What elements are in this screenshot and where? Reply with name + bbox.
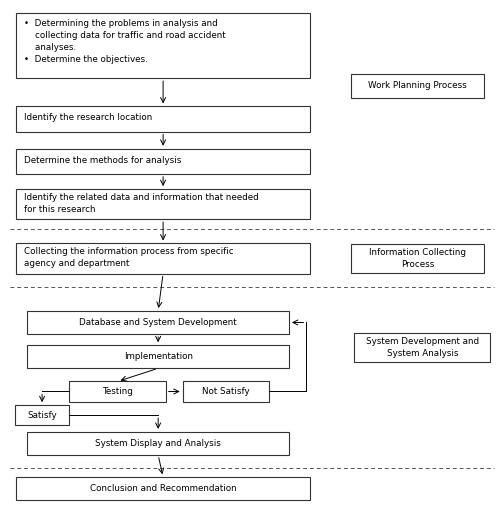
FancyBboxPatch shape [15,405,69,425]
Text: System Development and
System Analysis: System Development and System Analysis [366,337,479,358]
FancyBboxPatch shape [16,244,310,273]
Text: System Display and Analysis: System Display and Analysis [95,439,221,448]
Text: •  Determining the problems in analysis and
    collecting data for traffic and : • Determining the problems in analysis a… [24,19,225,64]
FancyBboxPatch shape [351,244,484,273]
FancyBboxPatch shape [27,311,289,334]
FancyBboxPatch shape [351,74,484,98]
FancyBboxPatch shape [70,381,166,401]
Text: Implementation: Implementation [123,352,193,361]
Text: Collecting the information process from specific
agency and department: Collecting the information process from … [24,247,233,268]
Text: Satisfy: Satisfy [27,411,57,419]
FancyBboxPatch shape [16,13,310,78]
FancyBboxPatch shape [354,333,490,362]
FancyBboxPatch shape [16,106,310,132]
FancyBboxPatch shape [182,381,269,401]
FancyBboxPatch shape [16,149,310,174]
Text: Identify the related data and information that needed
for this research: Identify the related data and informatio… [24,193,259,214]
FancyBboxPatch shape [27,432,289,455]
Text: Identify the research location: Identify the research location [24,114,152,122]
FancyBboxPatch shape [16,189,310,219]
FancyBboxPatch shape [16,477,310,500]
Text: Information Collecting
Process: Information Collecting Process [369,248,466,269]
FancyBboxPatch shape [27,345,289,369]
Text: Database and System Development: Database and System Development [79,318,237,327]
Text: Work Planning Process: Work Planning Process [368,81,467,90]
Text: Determine the methods for analysis: Determine the methods for analysis [24,156,181,165]
Text: Not Satisfy: Not Satisfy [202,387,249,396]
Text: Conclusion and Recommendation: Conclusion and Recommendation [90,484,236,493]
Text: Testing: Testing [102,387,133,396]
